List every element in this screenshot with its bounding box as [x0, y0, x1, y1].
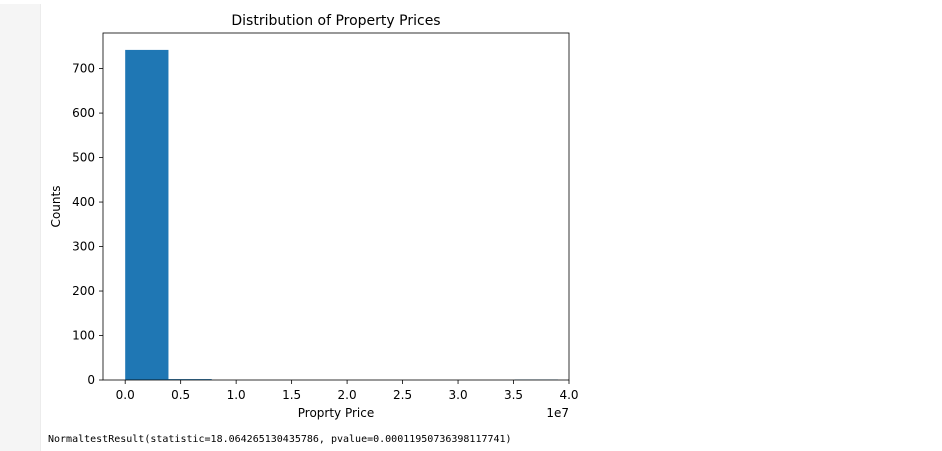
x-tick-label: 3.0 [449, 388, 468, 402]
x-tick-label: 3.5 [504, 388, 523, 402]
cell-gutter [0, 4, 41, 451]
histogram-bar-1 [168, 379, 212, 380]
chart-title: Distribution of Property Prices [231, 13, 440, 29]
y-tick-label: 200 [72, 284, 95, 298]
x-tick-label: 0.5 [171, 388, 190, 402]
histogram-chart: 0.0 0.5 1.0 1.5 2.0 2.5 3.0 3.5 4.0 0 100 200 300 40… [49, 13, 579, 420]
x-tick-label: 4.0 [559, 388, 578, 402]
x-tick-label: 1.5 [282, 388, 301, 402]
y-tick-label: 300 [72, 240, 95, 254]
y-tick-label: 500 [72, 151, 95, 165]
y-tick-label: 400 [72, 195, 95, 209]
plot-area-frame [102, 32, 570, 381]
x-tick-label: 2.5 [393, 388, 412, 402]
y-tick-label: 100 [72, 329, 95, 343]
normaltest-result-output: NormaltestResult(statistic=18.0642651304… [48, 434, 512, 445]
y-tick-label: 0 [87, 373, 95, 387]
y-tick-label: 600 [72, 106, 95, 120]
x-tick-label: 0.0 [116, 388, 135, 402]
y-axis-label: Counts [49, 186, 63, 228]
histogram-bar-0 [125, 49, 169, 381]
x-axis-offset-label: 1e7 [546, 406, 569, 420]
histogram-figure: 0.0 0.5 1.0 1.5 2.0 2.5 3.0 3.5 4.0 0 100 200 300 40… [42, 0, 582, 432]
x-tick-label: 1.0 [227, 388, 246, 402]
y-tick-label: 700 [72, 62, 95, 76]
x-tick-label: 2.0 [338, 388, 357, 402]
x-axis-label: Proprty Price [298, 406, 374, 420]
